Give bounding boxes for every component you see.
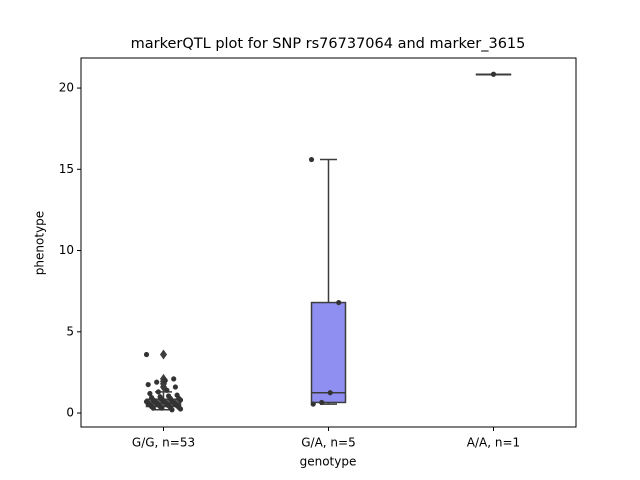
data-point xyxy=(164,387,170,393)
data-point xyxy=(150,405,156,411)
y-axis-label: phenotype xyxy=(33,211,47,275)
data-point xyxy=(336,299,342,306)
data-point xyxy=(177,406,184,412)
data-point xyxy=(154,379,160,385)
x-axis-label: genotype xyxy=(300,455,357,469)
data-point xyxy=(310,401,316,407)
y-tick-label: 20 xyxy=(59,81,74,95)
data-point xyxy=(159,405,165,411)
data-point xyxy=(172,384,178,390)
data-point xyxy=(327,390,333,396)
plot-frame xyxy=(80,57,577,428)
data-point xyxy=(147,390,153,397)
y-tick-label: 10 xyxy=(59,243,74,257)
data-point xyxy=(171,376,177,382)
data-point xyxy=(169,407,175,413)
chart-title: markerQTL plot for SNP rs76737064 and ma… xyxy=(131,36,526,52)
data-point xyxy=(145,381,151,388)
x-tick-label: G/A, n=5 xyxy=(301,436,355,450)
data-point xyxy=(308,156,315,163)
y-tick-label: 0 xyxy=(66,406,74,420)
data-point xyxy=(177,397,184,403)
y-tick-label: 15 xyxy=(59,162,74,176)
box xyxy=(310,301,347,404)
x-tick-label: G/G, n=53 xyxy=(132,436,195,450)
data-point xyxy=(143,351,150,358)
data-point xyxy=(162,377,168,384)
data-point xyxy=(319,399,325,406)
outlier xyxy=(160,349,167,360)
y-tick-label: 5 xyxy=(66,324,74,338)
data-point xyxy=(490,71,497,77)
x-tick-label: A/A, n=1 xyxy=(467,436,520,450)
data-point xyxy=(155,389,161,395)
